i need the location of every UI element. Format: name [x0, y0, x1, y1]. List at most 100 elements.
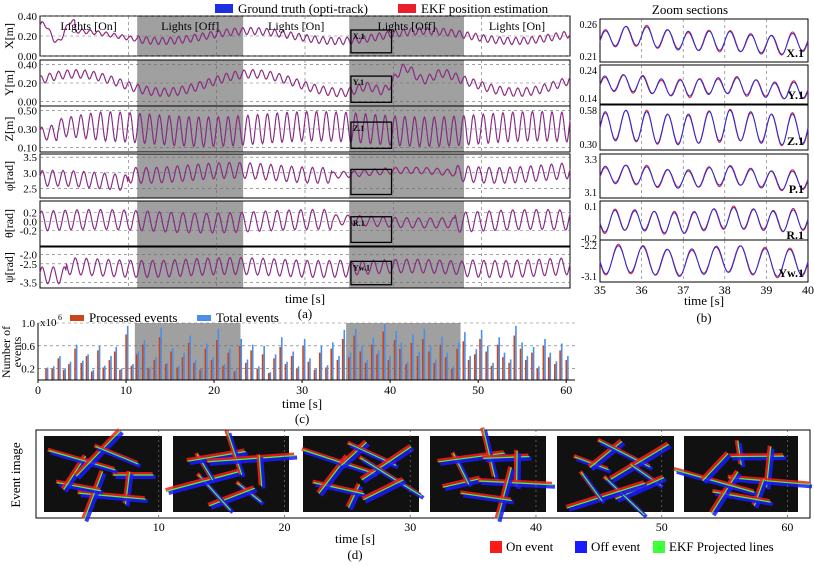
- bar-processed: [370, 344, 373, 380]
- bar-processed: [302, 345, 304, 380]
- bar-total: [309, 358, 311, 380]
- bar-processed: [62, 369, 65, 380]
- zoom-box: [350, 168, 393, 196]
- subplot-6: -2.0-2.5 -3.5 Yw.1 ψ[rad]: [2, 246, 571, 289]
- ekf-projected-line: [566, 482, 646, 509]
- bar-processed: [296, 368, 298, 380]
- y-axis-label: φ[rad]: [2, 161, 16, 191]
- bar-total: [560, 343, 563, 380]
- bar-processed: [153, 360, 156, 380]
- on-event-edge: [47, 447, 115, 471]
- multiplier: x10: [40, 317, 57, 329]
- off-event-edge: [76, 431, 124, 480]
- bar-total: [132, 364, 134, 380]
- off-event-edge: [497, 469, 516, 523]
- y-tick-label: 0.10: [18, 142, 38, 154]
- bar-processed: [353, 335, 355, 380]
- panel-b: 0.26 0.21 X.1 0.24 0.14 Y.1 0.58 0.30 Z.1 3.3 3.1 P…: [580, 18, 814, 325]
- zoom-subplot-3: 0.58 0.30 Z.1: [580, 104, 809, 151]
- y-tick-label: -3.5: [20, 277, 38, 289]
- event-image-1: [44, 428, 162, 523]
- multiplier-exp: 6: [58, 313, 62, 322]
- off-event-edge: [462, 493, 515, 505]
- bar-total: [229, 348, 231, 380]
- bar-processed: [187, 342, 190, 380]
- event-image-4: [430, 427, 556, 523]
- bar-processed: [245, 362, 247, 380]
- bar-total: [75, 344, 78, 380]
- bar-processed: [428, 351, 430, 380]
- ekf-projected-line: [674, 469, 755, 493]
- x-tick-label: 40: [384, 383, 396, 397]
- off-event-edge: [96, 446, 142, 468]
- x-tick-label: 30: [296, 383, 308, 397]
- bar-processed: [318, 352, 321, 380]
- bar-processed: [97, 350, 99, 380]
- on-event-edge: [441, 475, 481, 489]
- panel-caption: (d): [347, 547, 362, 562]
- series-ground-truth: [599, 164, 809, 191]
- y-tick-label: 0.26: [580, 20, 598, 31]
- subplot-3: 0.50 0.30 0.10 Z.1 Z[m]: [2, 105, 571, 154]
- x-tick-label: 40: [530, 520, 542, 534]
- ekf-projected-line: [482, 428, 496, 478]
- on-event-edge: [565, 480, 645, 509]
- series-ekf: [39, 63, 571, 98]
- bar-total: [549, 352, 552, 380]
- bar-processed: [348, 357, 350, 380]
- ekf-projected-line: [728, 477, 811, 486]
- bar-processed: [513, 335, 516, 380]
- zoom-box-label: Yw.1: [353, 263, 370, 272]
- y-axis-label: events: [10, 336, 24, 367]
- x-tick-label: 37: [677, 283, 689, 297]
- x-tick-label: 40: [802, 283, 814, 297]
- on-event-edge: [494, 466, 513, 520]
- bar-total: [441, 336, 443, 380]
- on-event-edge: [345, 482, 361, 508]
- zoom-label: P.1: [789, 182, 804, 196]
- zoom-label: Y.1: [787, 88, 804, 102]
- bar-processed: [222, 365, 224, 380]
- bar-processed: [199, 369, 201, 380]
- ekf-projected-line: [209, 487, 255, 507]
- lights-off-band: [137, 201, 244, 246]
- ekf-projected-line: [589, 440, 623, 468]
- on-event-edge: [207, 485, 255, 507]
- series-ground-truth: [599, 109, 809, 146]
- bar-processed: [307, 361, 310, 380]
- off-event-edge: [611, 444, 672, 483]
- bar-processed: [74, 348, 76, 380]
- y-tick-label: 3.0: [23, 168, 37, 180]
- legend-ekf-label: EKF position estimation: [421, 1, 549, 16]
- bar-total: [82, 360, 84, 380]
- on-event-edge: [608, 441, 669, 480]
- lights-label: Lights [On]: [268, 19, 324, 33]
- bar-total: [315, 368, 317, 380]
- bar-total: [332, 342, 334, 380]
- y-tick-label: 0.50: [18, 106, 38, 118]
- bar-total: [303, 338, 306, 380]
- bar-processed: [279, 346, 281, 380]
- legend-label-3: EKF Projected lines: [669, 539, 774, 554]
- series-ground-truth: [599, 206, 809, 234]
- zoom-label: X.1: [786, 46, 804, 60]
- ekf-projected-line: [302, 449, 375, 475]
- ekf-projected-line: [438, 452, 505, 463]
- legend-gt-label: Ground truth (opti-track): [238, 1, 368, 16]
- bar-total: [98, 345, 101, 380]
- lights-off-band: [349, 247, 464, 288]
- event-image-5: [557, 436, 674, 519]
- lights-label: Lights [Off]: [161, 19, 219, 33]
- off-event-edge: [485, 456, 532, 463]
- series-ground-truth: [599, 245, 809, 277]
- bar-total: [200, 368, 203, 380]
- series-ground-truth: [599, 25, 809, 55]
- series-ekf: [39, 110, 571, 148]
- bar-total: [446, 352, 449, 380]
- bar-processed: [204, 348, 207, 380]
- panel-a: 0.400.200.00X.1X[m]0.400.200.00Y.1Y[m]0.…: [2, 11, 571, 321]
- y-tick-label: 0.24: [580, 66, 598, 77]
- bar-total: [212, 357, 214, 380]
- bar-processed: [554, 364, 556, 380]
- bar-processed: [490, 365, 493, 380]
